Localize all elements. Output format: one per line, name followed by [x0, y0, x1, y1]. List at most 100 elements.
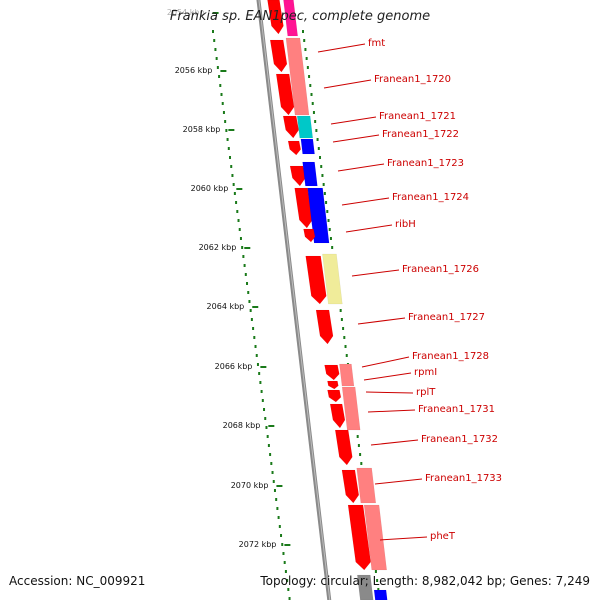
ruler-dot: [225, 129, 228, 132]
ruler-dot: [235, 201, 238, 204]
ruler-dot: [213, 39, 216, 42]
gene-feature: [327, 389, 342, 403]
tick-mark: [252, 306, 259, 308]
ruler-dot: [315, 129, 318, 132]
label-leader-line: [365, 391, 414, 394]
accession-text: Accession: NC_009921: [9, 574, 146, 588]
gene-label-franean1_1721: Franean1_1721: [379, 111, 456, 122]
tick-label: 2070 kbp: [231, 481, 269, 490]
ruler-dot: [212, 30, 214, 33]
gene-label-franean1_1731: Franean1_1731: [418, 404, 495, 415]
ruler-dot: [286, 579, 289, 582]
ruler-dot: [317, 147, 320, 150]
gene-feature: [327, 380, 339, 390]
tick-label: 2062 kbp: [199, 243, 237, 252]
label-leader-line: [361, 356, 410, 368]
ruler-dot: [359, 453, 362, 456]
gene-label-franean1_1722: Franean1_1722: [382, 129, 459, 140]
tick-label: 2060 kbp: [191, 184, 229, 193]
ruler-dot: [316, 138, 319, 141]
gene-feature: [347, 504, 371, 571]
ruler-dot: [323, 192, 326, 195]
ruler-dot: [260, 390, 263, 393]
ruler-dot: [238, 228, 241, 231]
tick-label: 2068 kbp: [223, 421, 261, 430]
label-leader-line: [351, 269, 400, 277]
ruler-dot: [250, 318, 253, 321]
ruler-dot: [267, 444, 270, 447]
ruler-dot: [309, 84, 312, 87]
ruler-dot: [263, 408, 266, 411]
ruler-dot: [219, 84, 222, 87]
ruler-dot: [321, 174, 324, 177]
label-leader-line: [337, 163, 385, 172]
label-leader-line: [332, 134, 380, 143]
ruler-dot: [278, 525, 281, 528]
tick-mark: [276, 485, 283, 487]
ruler-dot: [325, 201, 328, 204]
label-leader-line: [323, 79, 372, 89]
ruler-dot: [343, 336, 346, 339]
gene-label-rpmi: rpmI: [414, 367, 437, 378]
ruler-dot: [287, 588, 290, 591]
ruler-dot: [345, 354, 348, 357]
gene-label-rplt: rplT: [416, 387, 436, 398]
label-leader-line: [367, 409, 416, 413]
gene-feature: [329, 403, 346, 429]
ruler-dot: [339, 309, 342, 312]
ruler-dot: [327, 219, 330, 222]
ruler-dot: [215, 57, 218, 60]
ruler-dot: [310, 93, 313, 96]
ruler-dot: [283, 561, 286, 564]
ruler-dot: [322, 183, 325, 186]
tick-label: 2066 kbp: [215, 362, 253, 371]
ruler-dot: [305, 57, 308, 60]
ruler-dot: [246, 282, 249, 285]
ruler-dot: [311, 102, 314, 105]
ruler-dot: [243, 264, 246, 267]
gene-label-franean1_1733: Franean1_1733: [425, 473, 502, 484]
gene-labels: fmt Franean1_1720 Franean1_1721 Franean1_17…: [317, 38, 502, 542]
ruler-dot: [248, 300, 251, 303]
gene-feature: [302, 161, 318, 187]
ruler-dot: [241, 246, 244, 249]
genome-backbone: [256, 0, 332, 600]
gene-feature: [339, 363, 355, 387]
gene-label-franean1_1732: Franean1_1732: [421, 434, 498, 445]
ruler-dot: [258, 372, 261, 375]
ruler-dot: [306, 66, 309, 69]
ruler-dot: [312, 111, 315, 114]
ruler-dot: [357, 444, 360, 447]
ruler-dot: [356, 435, 359, 438]
tick-mark: [260, 366, 267, 368]
tick-label: 2058 kbp: [183, 125, 221, 134]
ruler-dot: [303, 39, 306, 42]
label-leader-line: [379, 536, 428, 541]
tick-mark: [236, 188, 243, 190]
gene-feature: [287, 140, 302, 156]
gene-feature: [322, 253, 343, 305]
ruler-dot: [229, 156, 232, 159]
label-leader-line: [317, 43, 366, 53]
gene-feature: [269, 39, 288, 73]
gene-feature: [300, 138, 315, 155]
ruler-dot: [304, 48, 307, 51]
ruler-dot: [319, 156, 322, 159]
gene-feature: [373, 589, 388, 600]
ruler-dot: [275, 498, 278, 501]
ruler-dot: [253, 336, 256, 339]
gene-label-franean1_1728: Franean1_1728: [412, 351, 489, 362]
gene-feature: [357, 574, 374, 600]
gene-feature: [289, 165, 306, 187]
ruler-dot: [277, 516, 280, 519]
ruler-dot: [282, 552, 285, 555]
ruler-dot: [218, 75, 221, 78]
tick-label: 2054 kbp: [167, 8, 205, 17]
gene-feature: [341, 386, 361, 431]
tick-mark: [228, 129, 235, 131]
gene-features: [267, 0, 388, 600]
gene-feature: [282, 115, 300, 139]
gene-label-franean1_1723: Franean1_1723: [387, 158, 464, 169]
